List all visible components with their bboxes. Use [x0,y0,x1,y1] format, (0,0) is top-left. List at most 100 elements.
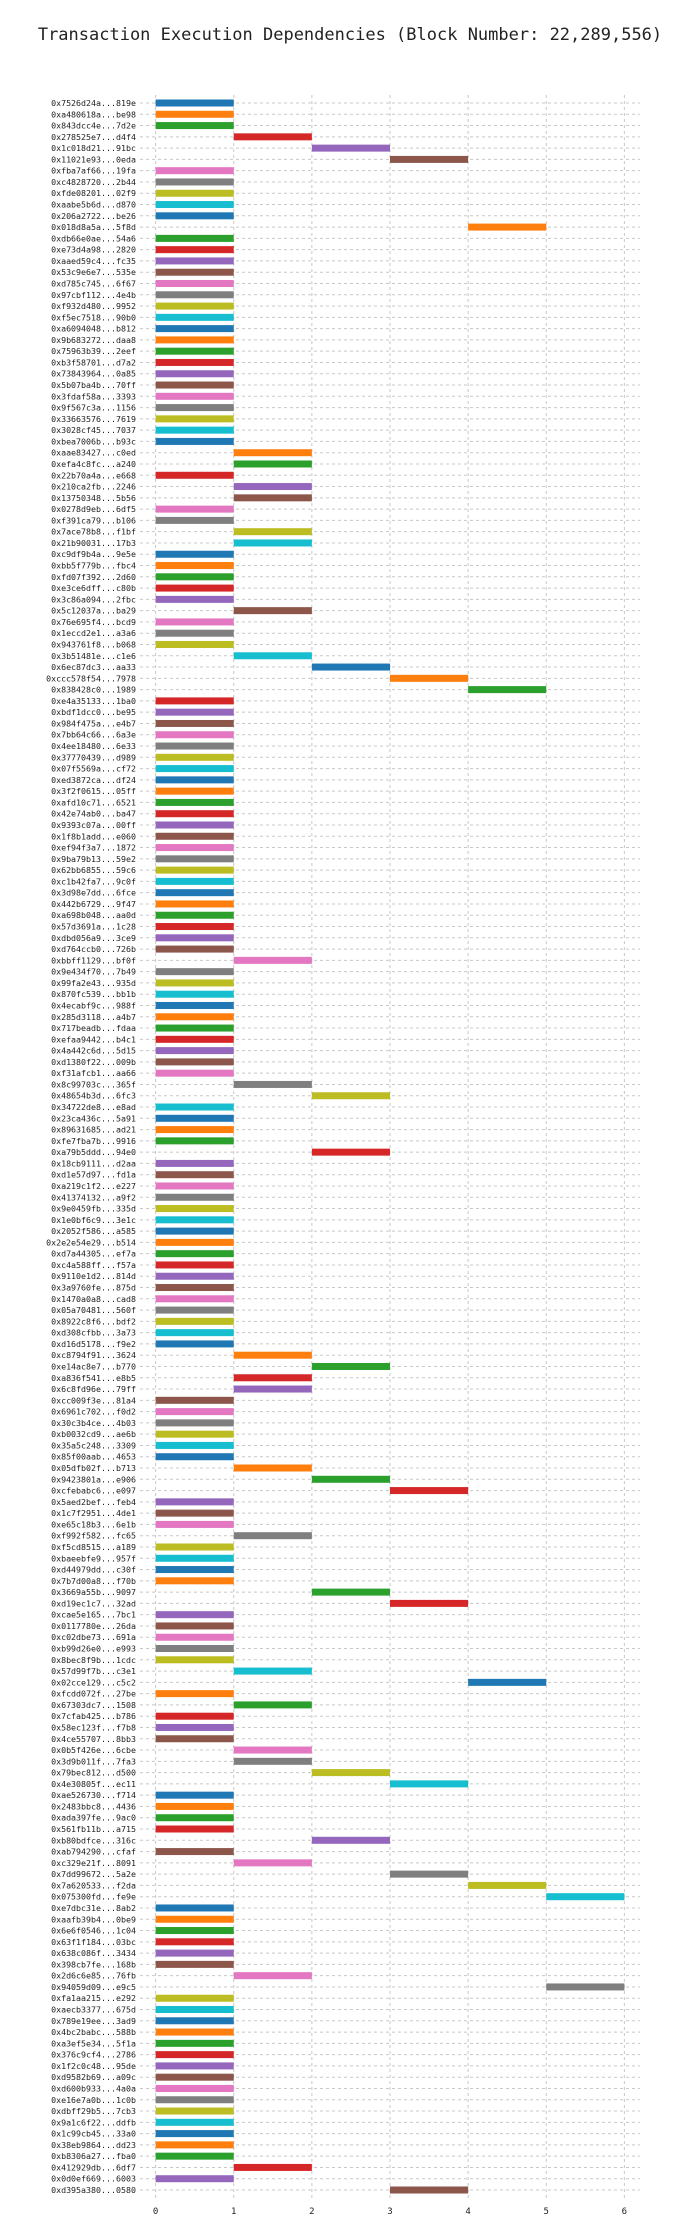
transaction-bar [155,934,234,942]
transaction-label: 0xd1e57d97...fd1a [51,1170,136,1180]
transaction-bar [468,686,547,694]
transaction-bar [155,911,234,919]
transaction-bar [155,844,234,852]
transaction-label: 0x7526d24a...819e [51,98,136,108]
transaction-bar [155,855,234,863]
transaction-label: 0x984f475a...e4b7 [51,718,136,728]
transaction-bar [155,1712,234,1720]
transaction-label: 0x9e434f70...7b49 [51,967,136,977]
transaction-bar [155,178,234,186]
transaction-label: 0xd600b933...4a0a [51,2083,136,2093]
transaction-label: 0xd44979dd...c30f [51,1565,136,1575]
transaction-label: 0xa79b5ddd...94e0 [51,1147,136,1157]
transaction-label: 0x789e19ee...3ad9 [51,2016,136,2026]
grid-lines [140,95,640,2198]
transaction-label: 0x38eb9864...dd23 [51,2140,136,2150]
transaction-bar [233,528,312,536]
transaction-bar [155,1035,234,1043]
transaction-label: 0x4a442c6d...5d15 [51,1046,136,1056]
transaction-bar [155,2017,234,2025]
transaction-bar [155,415,234,423]
transaction-bar [155,1295,234,1303]
transaction-label: 0xe65c18b3...6e1b [51,1519,136,1529]
transaction-label: 0x9b683272...daa8 [51,335,136,345]
transaction-bar [155,765,234,773]
transaction-label: 0x73843964...0a85 [51,369,136,379]
transaction-bar [155,1690,234,1698]
transaction-bar [233,1746,312,1754]
transaction-label: 0xa219c1f2...e227 [51,1181,136,1191]
transaction-bar [155,1329,234,1337]
transaction-label: 0xf992f582...fc65 [51,1531,136,1541]
transaction-bar [155,1825,234,1833]
transaction-bar [155,1171,234,1179]
transaction-bar [155,821,234,829]
transaction-label: 0x3d9b011f...7fa3 [51,1756,136,1766]
transaction-label: 0x5aed2bef...feb4 [51,1497,136,1507]
transaction-label: 0xcc009f3e...81a4 [51,1395,136,1405]
transaction-bar [155,889,234,897]
transaction-label: 0x4ce55707...8bb3 [51,1734,136,1744]
transaction-label: 0xc8794f91...3624 [51,1350,136,1360]
transaction-label: 0x05a70481...560f [51,1305,136,1315]
transaction-bar [155,562,234,570]
transaction-bar [155,1013,234,1021]
transaction-bar [155,110,234,118]
transaction-label: 0xc329e21f...8091 [51,1858,136,1868]
transaction-label: 0x3b51481e...c1e6 [51,651,136,661]
transaction-bar [155,550,234,558]
transaction-label: 0x5c12037a...ba29 [51,606,136,616]
transaction-label: 0x33663576...7619 [51,414,136,424]
transaction-bar [155,945,234,953]
transaction-label: 0x2052f586...a585 [51,1226,136,1236]
transaction-label: 0x8bec8f9b...1cdc [51,1655,136,1665]
transaction-bar [155,719,234,727]
transaction-label: 0x210ca2fb...2246 [51,482,136,492]
transaction-bar [155,1340,234,1348]
transaction-label: 0x9423801a...e906 [51,1474,136,1484]
transaction-bar [155,2062,234,2070]
transaction-label: 0x3a9760fe...875d [51,1283,136,1293]
transaction-bar [155,573,234,581]
transaction-label: 0x1c018d21...91bc [51,143,136,153]
transaction-label: 0x9393c07a...00ff [51,820,136,830]
transaction-bar [155,1137,234,1145]
transaction-label: 0xc4828720...2b44 [51,177,136,187]
transaction-label: 0xefa4c8fc...a240 [51,459,136,469]
transaction-bar [155,516,234,524]
transaction-label: 0xcfebabc6...e097 [51,1486,136,1496]
transaction-label: 0xe73d4a98...2820 [51,245,136,255]
transaction-label: 0xb3f58701...d7a2 [51,357,136,367]
transaction-bar [233,460,312,468]
transaction-label: 0xbbff1129...bf0f [51,955,136,965]
transaction-bar [390,1487,469,1495]
transaction-bar [390,155,469,163]
transaction-bar [155,787,234,795]
x-tick-label: 0 [153,2207,158,2217]
transaction-bar [155,1103,234,1111]
transaction-bar [155,832,234,840]
transaction-label: 0x3c86a094...2fbc [51,594,136,604]
transaction-bar [311,1769,390,1777]
transaction-bar [155,2084,234,2092]
transaction-label: 0x442b6729...9f47 [51,899,136,909]
transaction-bar [155,2073,234,2081]
transaction-bar [155,392,234,400]
transaction-bar [155,1509,234,1517]
transaction-label: 0x8922c8f6...bdf2 [51,1316,136,1326]
transaction-bar [155,1216,234,1224]
transaction-bar [155,1441,234,1449]
transaction-label: 0x1e0bf6c9...3e1c [51,1215,136,1225]
transaction-bar [155,1938,234,1946]
transaction-bar [233,1385,312,1393]
transaction-bar [155,1633,234,1641]
transaction-label: 0xdbff29b5...7cb3 [51,2106,136,2116]
transaction-bar [155,201,234,209]
transaction-label: 0xc1b42fa7...9c0f [51,876,136,886]
transaction-label: 0xfde08201...02f9 [51,188,136,198]
transaction-label: 0xa6094048...b812 [51,324,136,334]
transaction-bar [311,1362,390,1370]
transaction-bar [155,1001,234,1009]
transaction-label: 0x870fc539...bb1b [51,989,136,999]
